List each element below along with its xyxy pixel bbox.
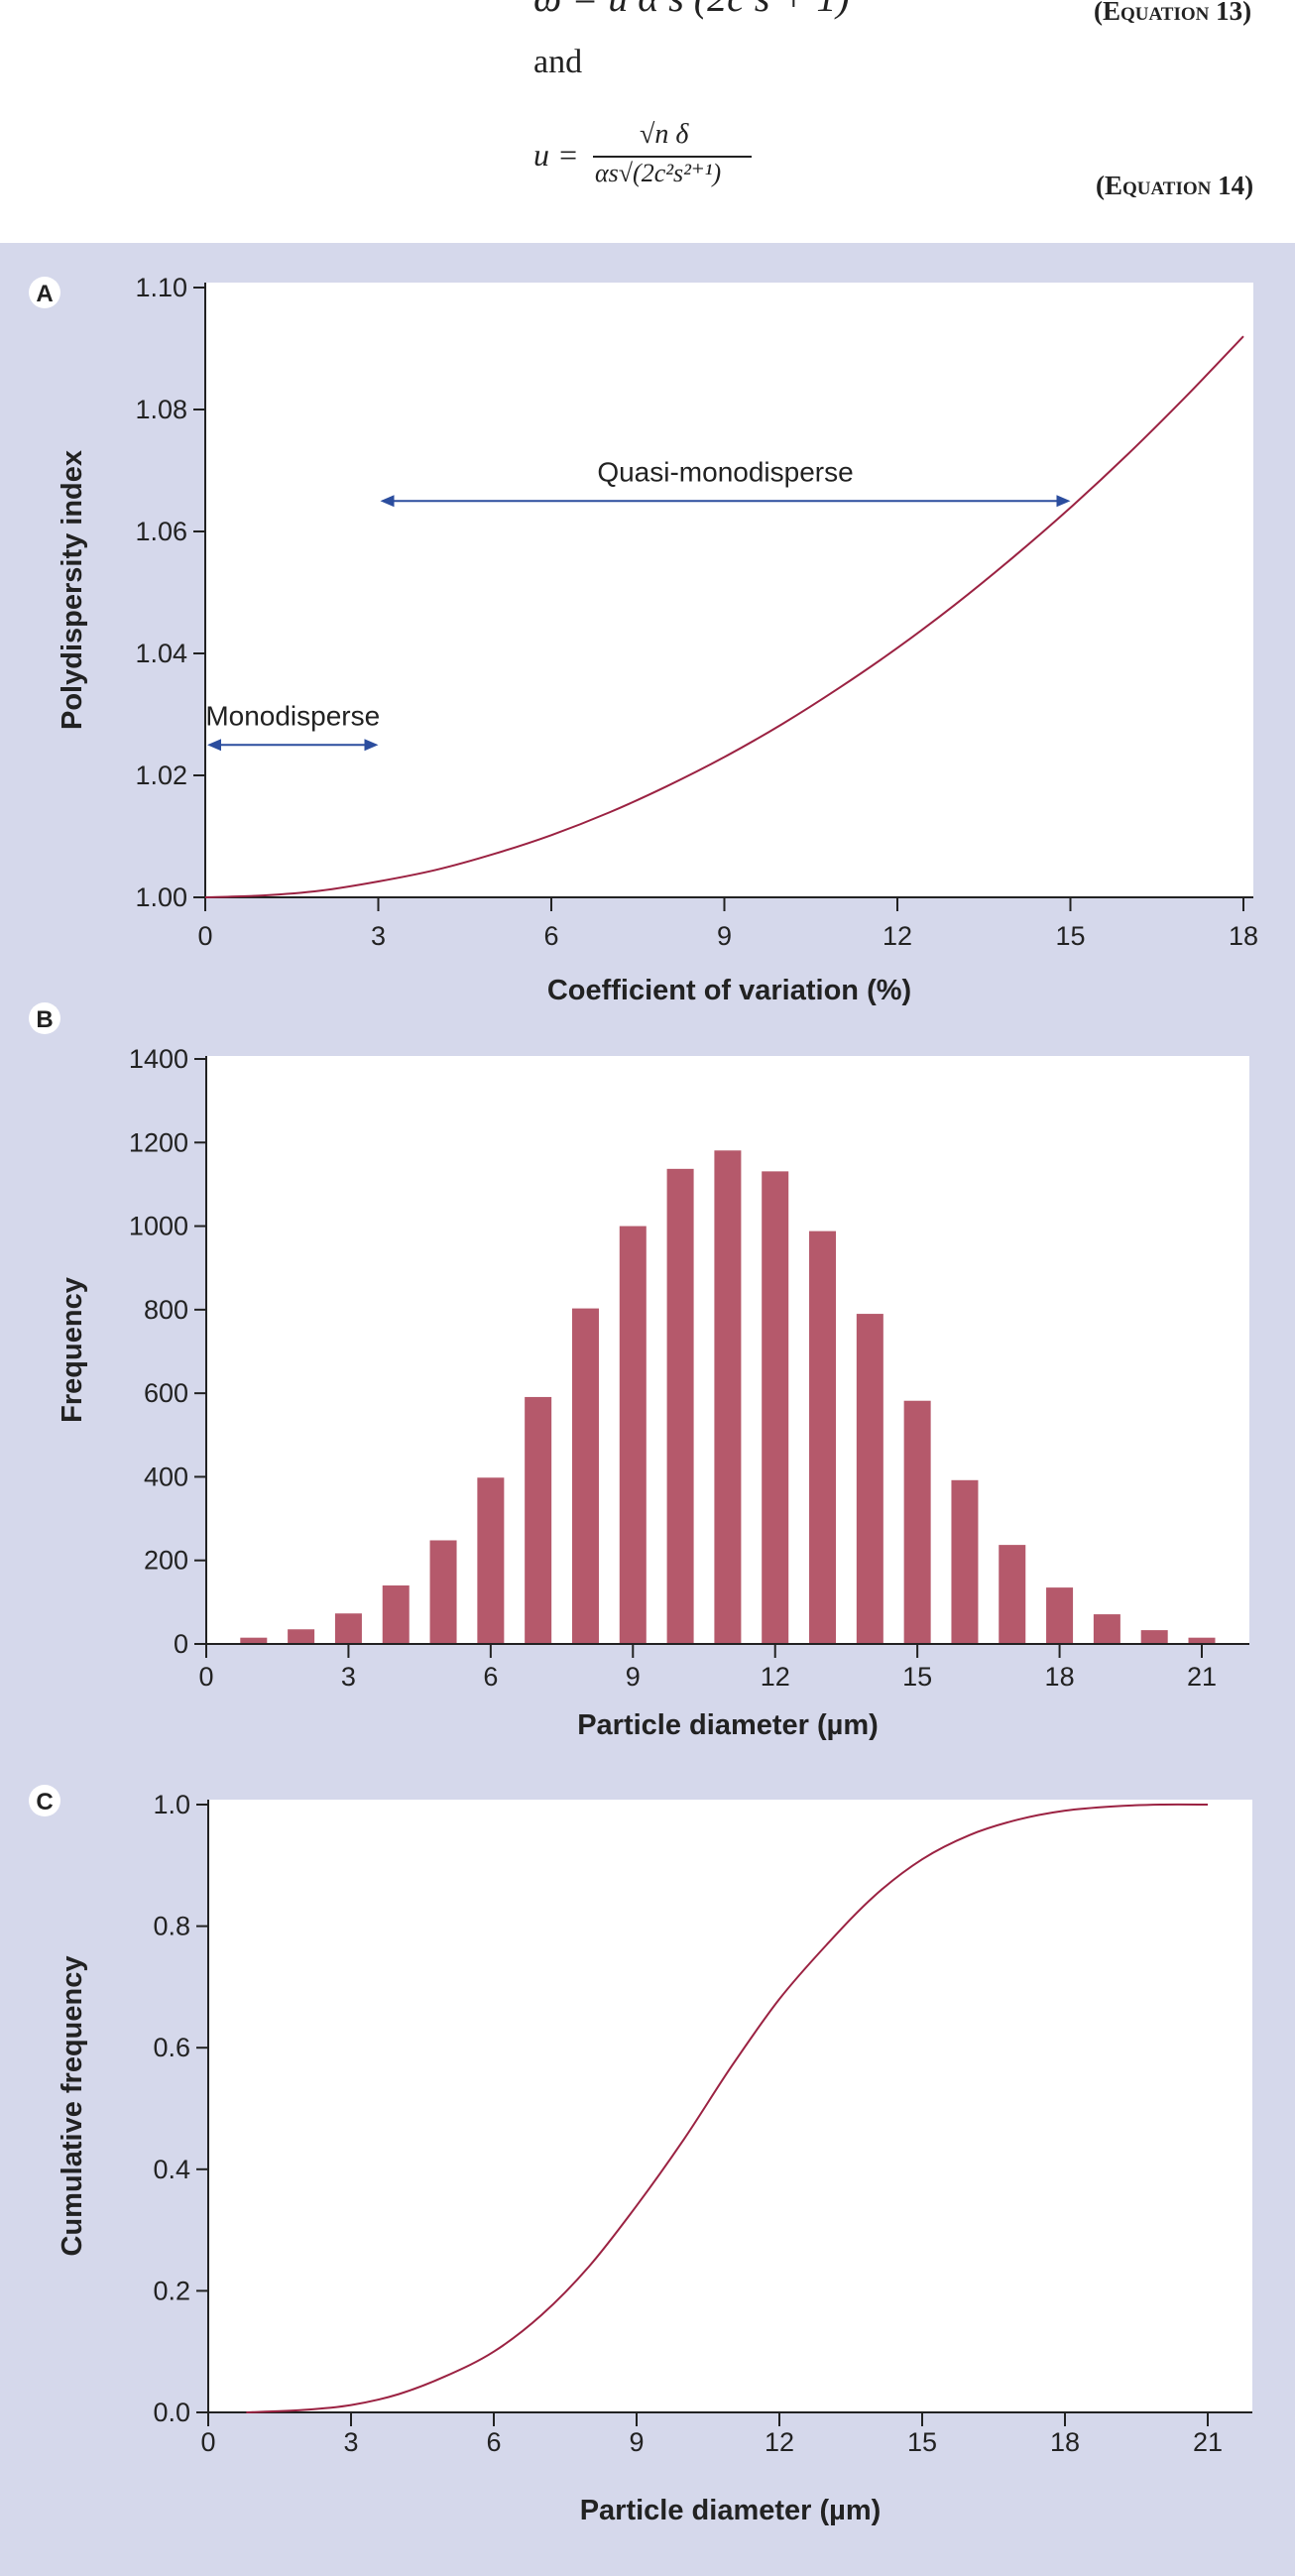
x-tick-label: 6 [486, 2427, 501, 2457]
y-axis-title: Polydispersity index [57, 450, 88, 730]
x-tick-label: 21 [1187, 1662, 1217, 1692]
equation-14-lhs: u = [533, 137, 579, 173]
series-line [246, 1803, 1209, 2413]
panel-label: B [36, 1006, 53, 1033]
y-tick-label: 0.8 [153, 1912, 190, 1941]
bar [856, 1314, 883, 1643]
y-tick-label: 1.02 [135, 761, 187, 790]
bar [1140, 1630, 1168, 1643]
equation-14-label: (Equation 14) [1096, 171, 1254, 200]
panel-b: B 0 200 400 600 800 1000 1200 1400 0 3 6 9 12 15 18 21 Pa… [29, 1002, 1249, 1741]
bar [240, 1637, 268, 1643]
x-tick-label: 18 [1045, 1662, 1075, 1692]
y-axis-title: Frequency [57, 1277, 88, 1423]
y-tick-label: 1.00 [135, 882, 187, 912]
panel-a: A 1.00 1.02 1.04 1.06 1.08 1.10 0 3 6 9 12 15 18 Coeff… [29, 273, 1258, 1006]
x-tick-label: 9 [629, 2427, 644, 2457]
x-tick-label: 12 [761, 1662, 790, 1692]
y-tick-label: 1400 [129, 1044, 188, 1074]
y-tick-label: 1.10 [135, 273, 187, 302]
x-tick-label: 12 [883, 921, 912, 951]
arrowhead-right-icon [1056, 495, 1071, 508]
x-axis-title: Coefficient of variation (%) [547, 975, 911, 1006]
bar [525, 1396, 552, 1643]
y-tick-label: 0 [174, 1629, 188, 1659]
y-tick-label: 1200 [129, 1127, 188, 1157]
x-tick-label: 18 [1050, 2427, 1080, 2457]
y-tick-label: 600 [144, 1378, 188, 1408]
y-axis-title: Cumulative frequency [57, 1956, 88, 2257]
arrowhead-left-icon [207, 739, 221, 752]
plot-area [208, 1800, 1252, 2412]
y-tick-label: 1.08 [135, 395, 187, 424]
panel-label: A [36, 281, 53, 307]
y-tick-label: 0.0 [153, 2398, 190, 2427]
bar [809, 1230, 837, 1643]
bar [951, 1479, 979, 1643]
bar [1093, 1614, 1120, 1643]
range-annotation: Monodisperse [205, 700, 380, 731]
bar [903, 1400, 931, 1643]
y-tick-label: 1.04 [135, 639, 187, 668]
equation-14-numerator: √n δ [640, 119, 689, 150]
bar [714, 1150, 742, 1643]
range-annotation: Quasi-monodisperse [597, 456, 853, 487]
bar [477, 1477, 505, 1643]
y-tick-label: 800 [144, 1295, 188, 1325]
x-tick-label: 6 [543, 921, 558, 951]
bar [429, 1540, 457, 1643]
x-tick-label: 0 [198, 1662, 213, 1692]
panel-label: C [36, 1789, 53, 1815]
equation-connector: and [533, 44, 583, 80]
bar [762, 1171, 789, 1643]
x-tick-label: 9 [626, 1662, 641, 1692]
x-tick-label: 9 [717, 921, 732, 951]
x-tick-label: 3 [343, 2427, 358, 2457]
y-tick-label: 0.4 [153, 2155, 190, 2184]
bar [571, 1308, 599, 1643]
x-tick-label: 0 [197, 921, 212, 951]
x-tick-label: 12 [765, 2427, 794, 2457]
panel-label-badge [29, 1785, 60, 1816]
plot-area [205, 283, 1253, 897]
x-axis-title: Particle diameter (µm) [580, 2495, 882, 2526]
y-tick-label: 0.6 [153, 2033, 190, 2062]
bar [619, 1226, 647, 1643]
arrowhead-right-icon [364, 739, 379, 752]
x-tick-label: 15 [902, 1662, 932, 1692]
x-tick-label: 21 [1193, 2427, 1223, 2457]
panel-label-badge [29, 1002, 60, 1034]
bar [334, 1613, 362, 1643]
x-tick-label: 0 [200, 2427, 215, 2457]
equation-14-denominator: αs√(2c²s²⁺¹) [595, 159, 722, 187]
y-tick-label: 200 [144, 1546, 188, 1576]
fraction-bar [593, 156, 752, 158]
x-tick-label: 15 [1055, 921, 1085, 951]
equation-13: ω = u α s (2c s + 1) [533, 0, 850, 21]
series-line [204, 335, 1244, 898]
arrowhead-left-icon [380, 495, 395, 508]
equation-13-label: (Equation 13) [1094, 0, 1252, 26]
x-tick-label: 6 [483, 1662, 498, 1692]
x-tick-label: 18 [1229, 921, 1258, 951]
panel-c: C 0.0 0.2 0.4 0.6 0.8 1.0 0 3 6 9 12 15 18 21 Particle … [29, 1785, 1252, 2526]
y-tick-label: 0.2 [153, 2276, 190, 2305]
y-tick-label: 1000 [129, 1212, 188, 1241]
bar [382, 1585, 410, 1643]
bar [288, 1629, 315, 1643]
bar [1188, 1637, 1216, 1643]
y-tick-label: 400 [144, 1462, 188, 1491]
x-tick-label: 3 [371, 921, 386, 951]
bar [1046, 1587, 1074, 1643]
y-tick-label: 1.0 [153, 1790, 190, 1819]
x-axis-title: Particle diameter (µm) [577, 1709, 879, 1741]
x-tick-label: 15 [907, 2427, 937, 2457]
y-tick-label: 1.06 [135, 517, 187, 546]
bar [999, 1545, 1026, 1643]
bar [666, 1168, 694, 1643]
panel-label-badge [29, 277, 60, 308]
x-tick-label: 3 [341, 1662, 356, 1692]
